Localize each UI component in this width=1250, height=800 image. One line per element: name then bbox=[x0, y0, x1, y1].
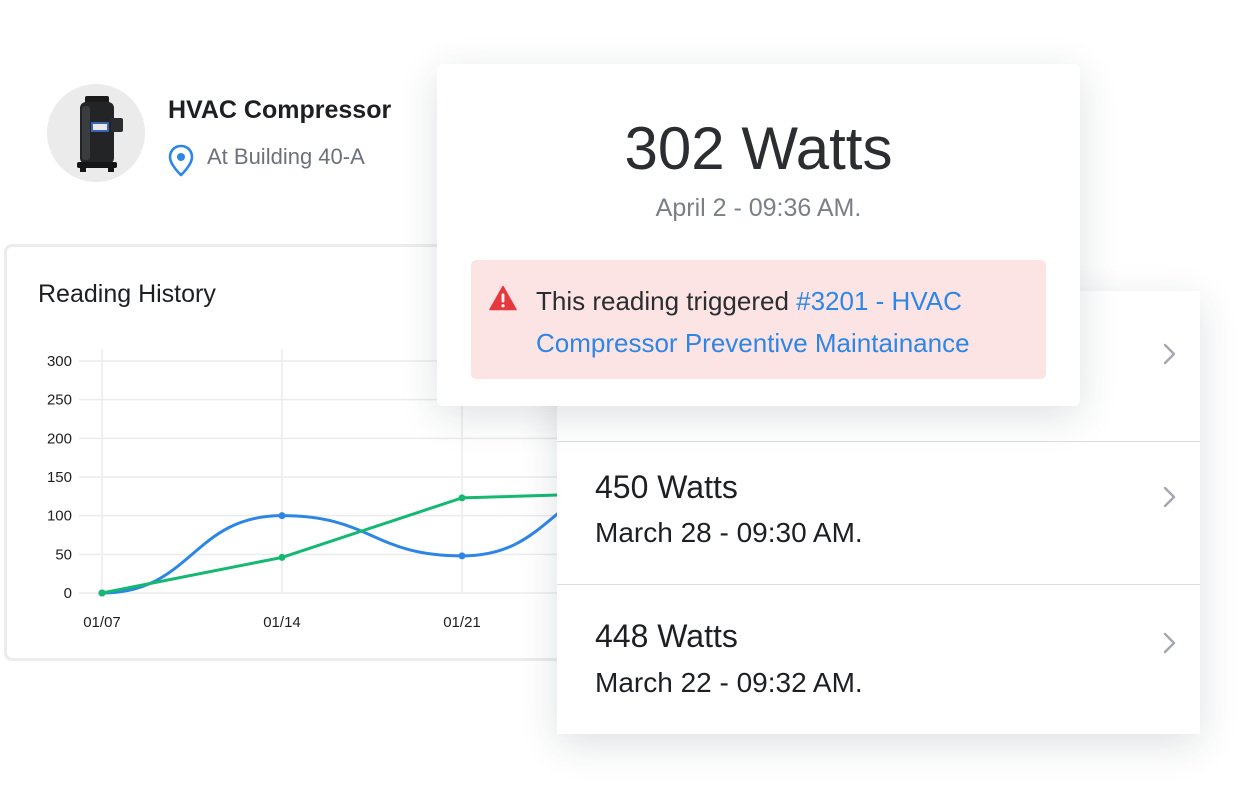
x-tick-label: 01/07 bbox=[83, 614, 121, 631]
y-tick-label: 0 bbox=[64, 585, 72, 602]
work-order-link[interactable]: #3201 - HVAC Compressor Preventive Maint… bbox=[536, 286, 970, 358]
data-point bbox=[458, 494, 466, 502]
alert-text: This reading triggered #3201 - HVAC Comp… bbox=[536, 280, 1036, 364]
asset-header: HVAC Compressor At Building 40-A bbox=[47, 84, 427, 184]
x-tick-label: 01/14 bbox=[263, 614, 301, 631]
location-pin-icon bbox=[168, 144, 194, 177]
y-tick-label: 100 bbox=[47, 508, 72, 525]
reading-detail-value: 302 Watts bbox=[624, 115, 893, 182]
alert-banner: This reading triggered #3201 - HVAC Comp… bbox=[471, 260, 1046, 379]
y-tick-label: 300 bbox=[47, 353, 72, 370]
asset-location-text: At Building 40-A bbox=[207, 144, 365, 169]
data-point bbox=[278, 512, 286, 520]
warning-icon bbox=[489, 285, 517, 311]
y-tick-label: 50 bbox=[55, 546, 72, 563]
compressor-image bbox=[47, 84, 145, 182]
reading-history-title: Reading History bbox=[38, 280, 216, 308]
reading-value: 450 Watts bbox=[595, 469, 738, 505]
reading-detail-date: April 2 - 09:36 AM. bbox=[655, 194, 862, 222]
alert-prefix: This reading triggered bbox=[536, 286, 797, 316]
series-line bbox=[101, 481, 621, 595]
data-point bbox=[98, 589, 106, 597]
y-tick-label: 200 bbox=[47, 430, 72, 447]
data-point bbox=[278, 553, 286, 561]
y-tick-label: 150 bbox=[47, 469, 72, 486]
x-tick-label: 01/21 bbox=[443, 614, 481, 631]
series-line bbox=[101, 491, 621, 595]
reading-row[interactable]: 448 Watts March 22 - 09:32 AM. bbox=[557, 585, 1200, 734]
asset-title: HVAC Compressor bbox=[168, 96, 392, 124]
chevron-right-icon bbox=[1163, 486, 1176, 508]
reading-detail-popup: 302 Watts April 2 - 09:36 AM. This readi… bbox=[437, 64, 1080, 406]
reading-date: March 28 - 09:30 AM. bbox=[595, 517, 863, 548]
reading-row[interactable] bbox=[557, 291, 1200, 442]
chevron-right-icon bbox=[1163, 632, 1176, 654]
reading-date: March 22 - 09:32 AM. bbox=[595, 667, 863, 698]
data-point bbox=[458, 552, 466, 560]
y-tick-label: 250 bbox=[47, 392, 72, 409]
reading-row[interactable]: 450 Watts March 28 - 09:30 AM. bbox=[557, 442, 1200, 585]
reading-value: 448 Watts bbox=[595, 618, 738, 654]
chevron-right-icon bbox=[1163, 343, 1176, 365]
